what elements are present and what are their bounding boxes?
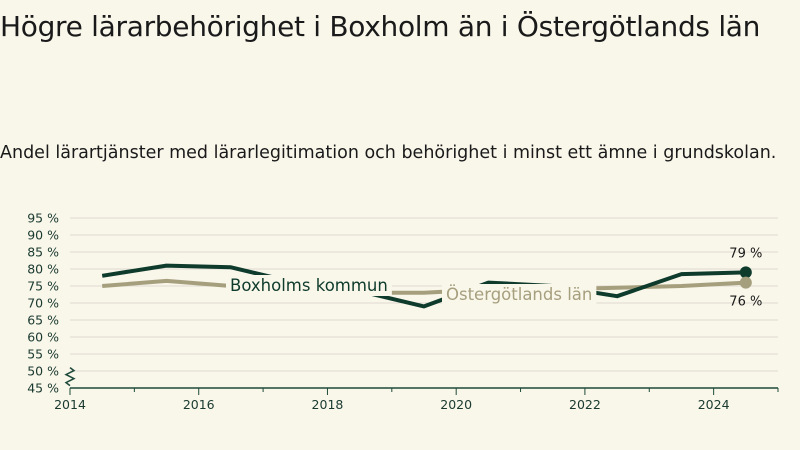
ostergotland-end-value: 76 % <box>729 295 762 310</box>
boxholm-line <box>101 263 746 309</box>
y-tick-label: 95 % <box>27 211 59 226</box>
y-tick-label: 55 % <box>27 347 59 362</box>
axis-break-icon <box>64 367 76 387</box>
y-tick-label: 60 % <box>27 330 59 345</box>
line-chart: 95 % 90 % 85 % 80 % 75 % 70 % 65 % 60 % 55 % 50 %… <box>27 211 779 412</box>
x-tick-label: 2022 <box>569 397 601 412</box>
y-tick-label: 50 % <box>27 364 59 379</box>
series-layer <box>101 263 752 309</box>
y-tick-label: 85 % <box>27 245 59 260</box>
x-tick-label: 2024 <box>698 397 730 412</box>
grid-layer <box>70 217 778 372</box>
boxholm-series-label-bg <box>226 275 392 296</box>
y-tick-label: 80 % <box>27 262 59 277</box>
y-tick-label: 45 % <box>27 381 59 396</box>
ostergotland-endpoint <box>739 276 752 289</box>
ostergotland-series-label-bg <box>442 284 597 305</box>
x-tick-label: 2016 <box>183 397 215 412</box>
y-tick-label: 75 % <box>27 279 59 294</box>
label-layer: Boxholms kommun Östergötlands län 79 % 76 % <box>226 246 762 310</box>
boxholm-end-value: 79 % <box>729 246 762 261</box>
y-tick-label: 90 % <box>27 228 59 243</box>
x-axis: 2014 2016 2018 2020 2022 2024 <box>54 387 779 412</box>
y-tick-label: 65 % <box>27 313 59 328</box>
x-tick-label: 2018 <box>312 397 344 412</box>
boxholm-endpoint <box>739 266 752 279</box>
boxholm-series-label: Boxholms kommun <box>230 276 388 295</box>
y-axis: 95 % 90 % 85 % 80 % 75 % 70 % 65 % 60 % 55 % 50 %… <box>27 211 76 396</box>
y-tick-label: 70 % <box>27 296 59 311</box>
x-tick-label: 2020 <box>440 397 472 412</box>
chart-title: Högre lärarbehörighet i Boxholm än i Öst… <box>0 10 761 43</box>
ostergotland-series-label: Östergötlands län <box>446 285 592 304</box>
chart-subtitle: Andel lärartjänster med lärarlegitimatio… <box>0 143 777 163</box>
x-tick-label: 2014 <box>54 397 86 412</box>
